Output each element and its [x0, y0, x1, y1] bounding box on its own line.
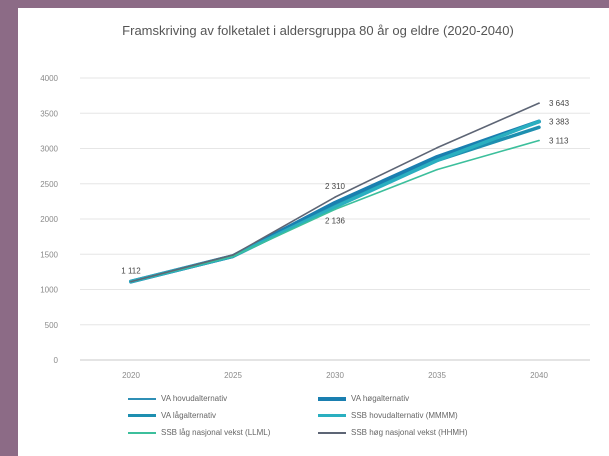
legend-swatch: [128, 397, 156, 400]
legend-label: VA høgalternativ: [351, 394, 410, 403]
y-tick-label: 4000: [40, 74, 58, 83]
chart-plot: 0 500 1000 1500 2000 2500 3000 3500 4000 2020 2025…: [40, 74, 590, 380]
legend-label: SSB høg nasjonal vekst (HHMH): [351, 428, 468, 437]
x-tick-label: 2020: [122, 371, 140, 380]
chart-title: Framskriving av folketalet i aldersgrupp…: [122, 23, 514, 38]
y-tick-label: 1500: [40, 250, 58, 259]
y-tick-label: 3000: [40, 145, 58, 154]
data-point: [436, 146, 438, 149]
x-tick-label: 2035: [428, 371, 446, 380]
legend-swatch: [318, 413, 346, 418]
legend-item: VA høgalternativ: [318, 394, 409, 403]
x-tick-label: 2040: [530, 371, 548, 380]
data-point: [436, 156, 438, 158]
x-tick-label: 2030: [326, 371, 344, 380]
legend-swatch: [128, 413, 156, 418]
data-point: [538, 102, 540, 104]
data-label: 2 310: [325, 182, 346, 191]
y-tick-label: 0: [54, 356, 59, 365]
data-label: 3 383: [549, 117, 570, 126]
legend-label: VA lågalternativ: [161, 411, 216, 420]
chart-frame: Framskriving av folketalet i aldersgrupp…: [18, 8, 609, 456]
legend-label: VA hovudalternativ: [161, 394, 228, 403]
x-tick-label: 2025: [224, 371, 242, 380]
series-line: [129, 125, 541, 284]
legend-item: VA hovudalternativ: [128, 394, 227, 403]
y-tick-label: 2500: [40, 180, 58, 189]
y-tick-label: 2000: [40, 215, 58, 224]
data-point: [334, 196, 336, 198]
y-tick-label: 3500: [40, 109, 58, 118]
legend-label: SSB låg nasjonal vekst (LLML): [161, 428, 271, 437]
data-point: [538, 126, 540, 129]
series-line: [130, 139, 540, 283]
data-point: [538, 120, 540, 123]
legend-item: SSB hovudalternativ (MMMM): [318, 411, 458, 420]
data-point: [436, 159, 438, 162]
legend-swatch: [128, 431, 156, 434]
data-point: [538, 139, 540, 142]
legend-item: VA lågalternativ: [128, 411, 216, 420]
data-point: [130, 280, 132, 283]
data-label: 3 643: [549, 99, 570, 108]
data-point: [334, 208, 336, 211]
legend-swatch: [318, 396, 346, 401]
legend-item: SSB låg nasjonal vekst (LLML): [128, 428, 270, 437]
data-label: 1 112: [121, 267, 141, 276]
data-point: [334, 206, 336, 208]
series-line: [130, 102, 540, 283]
data-point: [232, 254, 234, 256]
data-point: [436, 168, 438, 171]
legend-label: SSB hovudalternativ (MMMM): [351, 411, 458, 420]
legend-item: SSB høg nasjonal vekst (HHMH): [318, 428, 467, 437]
y-tick-label: 500: [45, 321, 59, 330]
data-point: [232, 255, 234, 258]
y-tick-label: 1000: [40, 286, 58, 295]
legend-swatch: [318, 431, 346, 434]
data-label: 2 136: [325, 216, 346, 225]
data-label: 3 113: [549, 137, 569, 146]
data-point: [334, 201, 336, 204]
